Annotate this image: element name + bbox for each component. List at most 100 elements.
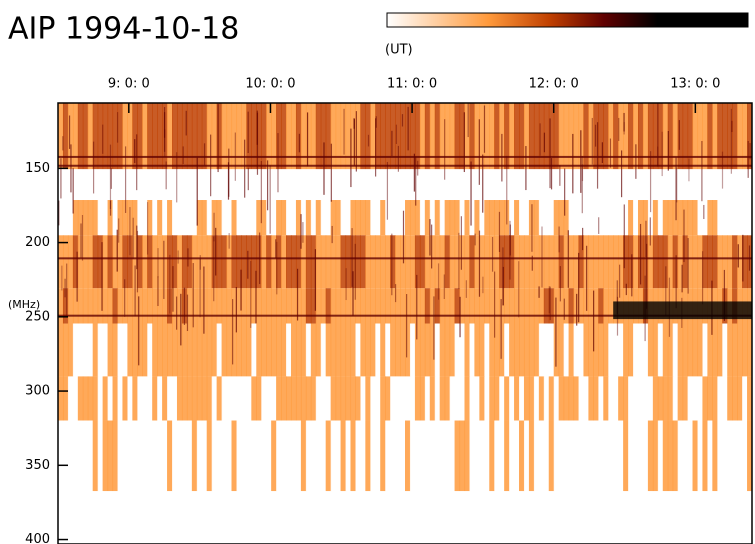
texture	[429, 235, 436, 289]
texture	[256, 491, 262, 544]
texture	[172, 103, 178, 170]
texture	[707, 103, 713, 170]
texture	[598, 217, 600, 234]
texture	[598, 491, 604, 544]
texture	[642, 491, 649, 544]
texture	[667, 235, 674, 289]
texture	[152, 491, 158, 544]
texture	[360, 103, 366, 170]
texture	[677, 420, 684, 492]
texture	[722, 376, 728, 421]
texture	[390, 235, 396, 289]
texture	[474, 323, 480, 377]
texture	[657, 235, 664, 289]
texture	[186, 323, 193, 377]
texture	[523, 420, 530, 492]
texture	[136, 134, 138, 191]
texture	[290, 200, 297, 236]
texture	[167, 420, 173, 492]
texture	[77, 288, 84, 324]
texture	[87, 323, 94, 377]
texture	[221, 491, 228, 544]
texture	[519, 103, 525, 170]
texture	[62, 235, 69, 289]
texture	[226, 376, 233, 421]
texture	[637, 491, 644, 544]
texture	[138, 296, 140, 366]
texture	[434, 169, 441, 201]
texture	[737, 200, 743, 236]
texture	[72, 169, 79, 201]
texture	[181, 323, 188, 377]
texture	[449, 288, 456, 324]
texture	[538, 103, 545, 170]
texture	[697, 491, 704, 544]
texture	[722, 200, 728, 236]
texture	[661, 131, 663, 177]
texture	[633, 491, 639, 544]
texture	[568, 103, 575, 170]
texture	[400, 103, 406, 170]
texture	[588, 288, 594, 324]
texture	[682, 491, 689, 544]
texture	[548, 235, 555, 289]
texture	[509, 169, 515, 201]
texture	[633, 323, 639, 377]
texture	[737, 169, 743, 201]
texture	[454, 235, 461, 289]
texture	[281, 169, 287, 201]
texture	[87, 169, 94, 201]
texture	[538, 286, 540, 298]
texture	[97, 420, 104, 492]
texture	[732, 420, 738, 492]
texture	[682, 235, 689, 289]
texture	[528, 420, 535, 492]
texture	[62, 169, 69, 201]
texture	[58, 491, 64, 544]
texture	[67, 103, 74, 170]
texture	[662, 200, 669, 236]
texture	[231, 376, 238, 421]
texture	[172, 169, 178, 201]
texture	[642, 235, 649, 289]
texture	[568, 169, 575, 201]
texture	[409, 200, 416, 236]
plot-frame	[57, 102, 753, 544]
texture	[543, 132, 546, 153]
texture	[226, 288, 233, 324]
texture	[667, 491, 674, 544]
texture	[101, 242, 103, 311]
texture	[261, 169, 267, 201]
texture	[206, 235, 213, 289]
texture	[672, 491, 679, 544]
texture	[613, 103, 619, 170]
texture	[543, 169, 550, 201]
texture	[271, 420, 277, 492]
texture	[652, 103, 659, 170]
texture	[117, 169, 124, 201]
texture	[682, 420, 689, 492]
texture	[310, 323, 317, 377]
texture	[397, 145, 400, 172]
texture	[330, 420, 337, 492]
texture	[231, 200, 238, 236]
texture	[558, 169, 565, 201]
texture	[137, 288, 143, 324]
texture	[97, 288, 104, 324]
texture	[484, 491, 490, 544]
texture	[77, 235, 84, 289]
texture	[276, 235, 282, 289]
texture	[276, 288, 282, 324]
y-tick-label: 350	[25, 458, 50, 473]
texture	[325, 169, 332, 201]
texture	[132, 200, 138, 236]
texture	[548, 420, 555, 492]
texture	[172, 323, 178, 377]
texture	[568, 288, 575, 324]
texture	[702, 235, 708, 289]
texture	[196, 491, 203, 544]
texture	[315, 288, 322, 324]
texture	[261, 420, 267, 492]
texture	[588, 103, 594, 170]
texture	[531, 255, 533, 271]
